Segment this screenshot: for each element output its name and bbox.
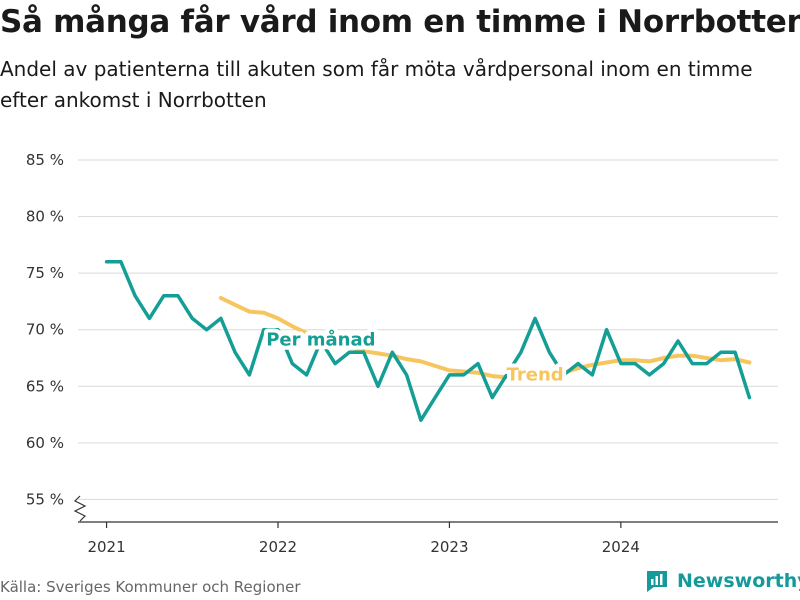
source-credit: Källa: Sveriges Kommuner och Regioner <box>0 578 301 596</box>
x-tick-label: 2021 <box>87 538 125 556</box>
y-tick-label: 65 % <box>26 377 64 395</box>
label-per-manad-halo: Per månad <box>266 329 375 351</box>
brand-name: Newsworthy <box>677 570 800 592</box>
axis-break-icon <box>73 495 87 522</box>
brand-logo: Newsworthy <box>644 568 800 594</box>
x-axis: 2021 2022 2023 2024 <box>73 495 778 556</box>
y-tick-label: 85 % <box>26 151 64 169</box>
y-axis-ticks: 55 % 60 % 65 % 70 % 75 % 80 % 85 % <box>26 151 64 508</box>
y-tick-label: 60 % <box>26 434 64 452</box>
newsworthy-logo-icon <box>647 571 667 592</box>
x-tick-label: 2022 <box>259 538 297 556</box>
x-tick-label: 2023 <box>430 538 468 556</box>
trend-line <box>218 296 752 380</box>
y-tick-label: 70 % <box>26 321 64 339</box>
series-lines <box>104 260 752 422</box>
y-tick-label: 75 % <box>26 264 64 282</box>
label-trend: Trend <box>507 365 564 386</box>
grid-lines <box>78 159 778 500</box>
y-tick-label: 55 % <box>26 490 64 508</box>
x-tick-label: 2024 <box>602 538 640 556</box>
y-tick-label: 80 % <box>26 208 64 226</box>
monthly-line <box>104 260 752 422</box>
label-per-manad: Per månad <box>266 329 375 351</box>
label-trend-halo: Trend <box>507 365 564 386</box>
chart-subtitle: Andel av patienterna till akuten som får… <box>0 57 753 112</box>
chart-title: Så många får vård inom en timme i Norrbo… <box>0 4 800 40</box>
